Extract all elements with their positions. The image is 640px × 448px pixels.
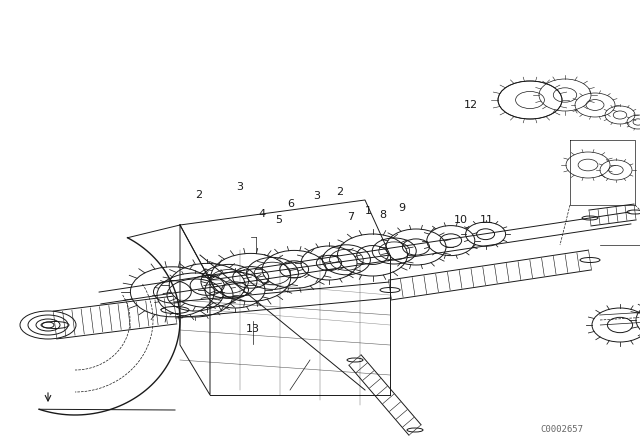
Text: 13: 13 bbox=[246, 324, 260, 334]
Text: C0002657: C0002657 bbox=[540, 425, 584, 434]
Text: 7: 7 bbox=[347, 212, 355, 222]
Text: 3: 3 bbox=[237, 182, 243, 192]
Text: 4: 4 bbox=[259, 209, 266, 219]
Text: 5: 5 bbox=[275, 215, 282, 224]
Text: 12: 12 bbox=[463, 100, 477, 110]
Text: 2: 2 bbox=[195, 190, 202, 200]
Text: 11: 11 bbox=[479, 215, 493, 224]
Text: 1: 1 bbox=[365, 206, 371, 215]
Text: 2: 2 bbox=[335, 187, 343, 197]
Text: 8: 8 bbox=[379, 210, 387, 220]
Text: 10: 10 bbox=[454, 215, 468, 224]
Text: 3: 3 bbox=[314, 191, 320, 201]
Text: 9: 9 bbox=[398, 203, 406, 213]
Text: 6: 6 bbox=[288, 199, 294, 209]
